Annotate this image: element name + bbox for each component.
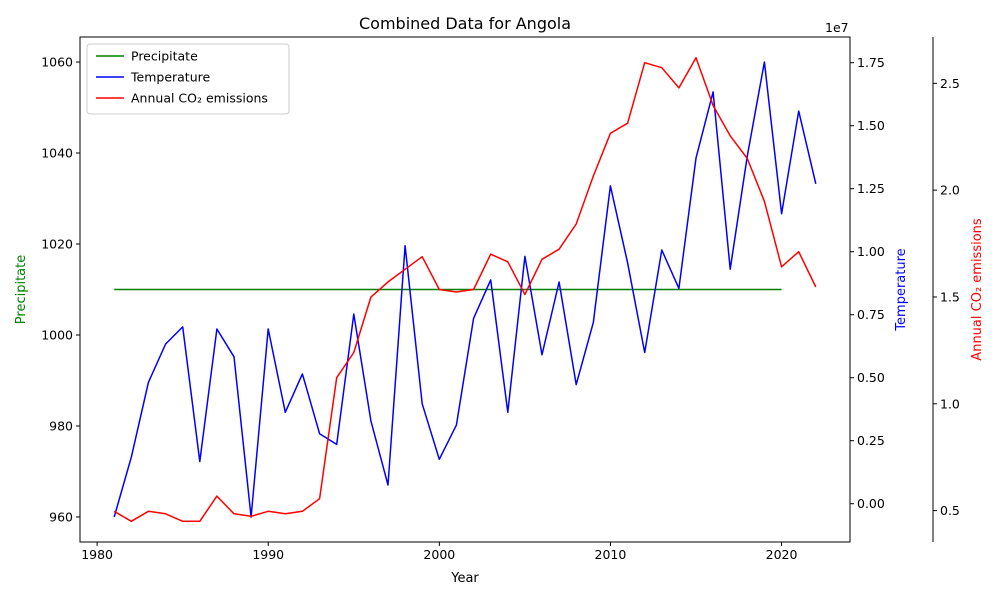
axes: 1980 1990 2000 2010 2020 Year 960 980 1000 1020 10… — [14, 20, 985, 586]
plot-area — [113, 56, 817, 523]
x-tick-label: 2020 — [766, 547, 798, 562]
right-y-tick-label: 2.0 — [940, 183, 960, 198]
left-y-tick-label: 1020 — [41, 237, 73, 252]
series-line-2 — [113, 56, 817, 523]
mid-y-tick-label: 1.75 — [857, 55, 885, 70]
mid-y-tick-label: 0.75 — [857, 307, 885, 322]
legend-box — [86, 43, 290, 115]
left-y-tick-label: 1040 — [41, 146, 73, 161]
x-tick-label: 2010 — [595, 547, 627, 562]
mid-y-tick-label: 0.25 — [857, 433, 885, 448]
x-axis-label: Year — [450, 571, 479, 586]
mid-y-tick-label: 1.25 — [857, 181, 885, 196]
right-y-tick-label: 2.5 — [940, 76, 960, 91]
series-line-1 — [113, 61, 817, 518]
chart-title: Combined Data for Angola — [359, 14, 571, 33]
mid-y-tick-label: 0.00 — [857, 496, 885, 511]
mid-offset-text: 1e7 — [825, 20, 849, 35]
mid-y-tick-label: 1.00 — [857, 244, 885, 259]
legend-label-1: Temperature — [130, 70, 210, 85]
right-y-axis-label: Annual CO₂ emissions — [970, 218, 985, 361]
mid-y-tick-label: 1.50 — [857, 118, 885, 133]
left-y-axis-label: Precipitate — [14, 255, 29, 324]
x-tick-label: 2000 — [423, 547, 455, 562]
right-y-tick-label: 0.5 — [940, 503, 960, 518]
mid-y-tick-label: 0.50 — [857, 370, 885, 385]
legend-label-2: Annual CO₂ emissions — [131, 91, 268, 106]
legend: Precipitate Temperature Annual CO₂ emissio… — [86, 43, 290, 115]
plot-frame — [79, 36, 851, 543]
legend-label-0: Precipitate — [131, 49, 198, 64]
x-tick-label: 1980 — [81, 547, 113, 562]
left-y-tick-label: 1060 — [41, 55, 73, 70]
left-y-tick-label: 980 — [49, 418, 73, 433]
right-y-tick-label: 1.5 — [940, 289, 960, 304]
x-tick-label: 1990 — [252, 547, 284, 562]
right-y-tick-label: 1.0 — [940, 396, 960, 411]
left-y-tick-label: 960 — [49, 509, 73, 524]
mid-y-axis-label: Temperature — [894, 248, 909, 331]
left-y-tick-label: 1000 — [41, 327, 73, 342]
